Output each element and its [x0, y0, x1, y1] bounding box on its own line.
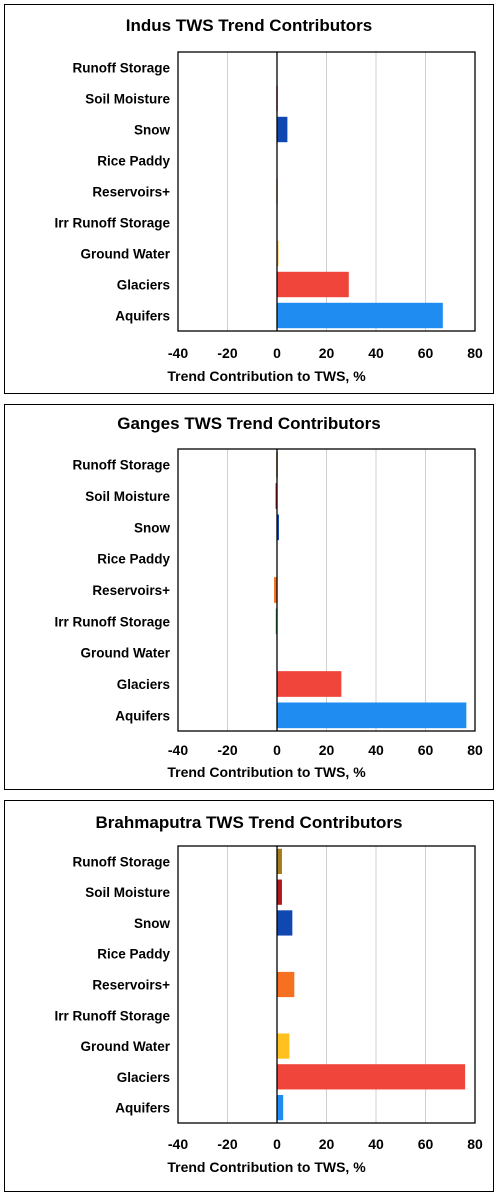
chart-0-category-label-runoff-storage: Runoff Storage	[73, 61, 171, 76]
ganges-chart-panel: Ganges TWS Trend Contributors Runoff Stor…	[4, 404, 494, 790]
chart-2-tick-label: 60	[418, 1136, 434, 1152]
chart-1-category-label-snow: Snow	[134, 520, 170, 535]
chart-1-category-label-ground-water: Ground Water	[81, 646, 171, 661]
chart-1-category-label-soil-moisture: Soil Moisture	[85, 489, 170, 504]
chart-0-tick-label: 60	[418, 345, 434, 361]
chart-1-bar-glaciers	[277, 671, 342, 697]
chart-2-bar-glaciers	[277, 1064, 466, 1090]
chart-0-tick-label: -20	[217, 345, 237, 361]
chart-2-tick-label: 0	[273, 1136, 281, 1152]
chart-0-category-label-snow: Snow	[134, 123, 170, 138]
chart-0-category-label-reservoirs: Reservoirs+	[92, 185, 170, 200]
chart-1-tick-label: 20	[319, 742, 335, 758]
chart-1-category-label-irr-runoff-storage: Irr Runoff Storage	[54, 614, 170, 629]
chart-2-bar-reservoirs	[277, 971, 295, 998]
chart-0-category-label-aquifers: Aquifers	[115, 309, 170, 324]
chart-2-title: Brahmaputra TWS Trend Contributors	[96, 813, 403, 832]
brahmaputra-chart-svg: Brahmaputra TWS Trend Contributors Runoff…	[54, 813, 483, 1175]
chart-1-tick-label: -40	[168, 742, 188, 758]
chart-0-tick-label: 0	[273, 345, 281, 361]
chart-2-category-label-runoff-storage: Runoff Storage	[73, 854, 171, 869]
chart-1-category-label-runoff-storage: Runoff Storage	[73, 458, 171, 473]
chart-2-tick-label: 40	[368, 1136, 384, 1152]
chart-2-category-label-rice-paddy: Rice Paddy	[97, 947, 170, 962]
chart-1-tick-label: 80	[467, 742, 483, 758]
chart-0-x-axis-label: Trend Contribution to TWS, %	[167, 368, 366, 384]
chart-2-tick-label: -40	[168, 1136, 188, 1152]
chart-1-tick-label: 0	[273, 742, 281, 758]
chart-1-bar-aquifers	[277, 702, 467, 729]
chart-2-bar-soil-moisture	[277, 879, 282, 905]
chart-2-tick-label: 20	[319, 1136, 335, 1152]
ganges-chart-svg: Ganges TWS Trend Contributors Runoff Stor…	[54, 414, 483, 780]
chart-1-category-label-glaciers: Glaciers	[117, 677, 170, 692]
chart-1-bar-reservoirs	[274, 577, 277, 603]
chart-0-category-label-irr-runoff-storage: Irr Runoff Storage	[54, 216, 170, 231]
chart-1-tick-label: 40	[368, 742, 384, 758]
chart-2-plot-frame	[177, 845, 476, 1124]
chart-2-category-label-ground-water: Ground Water	[81, 1039, 171, 1054]
chart-2-bar-ground-water	[277, 1033, 290, 1059]
chart-2-category-label-glaciers: Glaciers	[117, 1070, 170, 1085]
chart-0-category-label-rice-paddy: Rice Paddy	[97, 154, 170, 169]
chart-0-tick-label: 80	[467, 345, 483, 361]
indus-chart-svg: Indus TWS Trend Contributors Runoff Stora…	[54, 16, 483, 384]
chart-0-tick-label: -40	[168, 345, 188, 361]
chart-0-plot-frame	[177, 51, 476, 332]
chart-0-tick-label: 20	[319, 345, 335, 361]
indus-chart-panel: Indus TWS Trend Contributors Runoff Stora…	[4, 4, 494, 394]
chart-2-category-label-snow: Snow	[134, 916, 170, 931]
chart-2-tick-label: 80	[467, 1136, 483, 1152]
chart-2-tick-label: -20	[217, 1136, 237, 1152]
chart-1-bar-soil-moisture	[275, 483, 278, 509]
chart-2-category-label-irr-runoff-storage: Irr Runoff Storage	[54, 1008, 170, 1023]
chart-0-bar-ground-water	[277, 240, 279, 267]
chart-2-bar-aquifers	[277, 1094, 284, 1121]
chart-0-category-label-ground-water: Ground Water	[81, 247, 171, 262]
chart-0-bar-aquifers	[277, 302, 443, 329]
chart-0-tick-label: 40	[368, 345, 384, 361]
chart-1-x-axis-label: Trend Contribution to TWS, %	[167, 764, 366, 780]
chart-1-tick-label: -20	[217, 742, 237, 758]
chart-1-tick-label: 60	[418, 742, 434, 758]
chart-0-title: Indus TWS Trend Contributors	[126, 16, 372, 35]
chart-1-title: Ganges TWS Trend Contributors	[117, 414, 381, 433]
chart-0-category-label-glaciers: Glaciers	[117, 278, 170, 293]
chart-2-category-label-aquifers: Aquifers	[115, 1101, 170, 1116]
chart-0-bar-glaciers	[277, 271, 349, 298]
chart-2-category-label-reservoirs: Reservoirs+	[92, 978, 170, 993]
chart-2-bar-snow	[277, 910, 293, 936]
chart-2-category-label-soil-moisture: Soil Moisture	[85, 885, 170, 900]
chart-2-x-axis-label: Trend Contribution to TWS, %	[167, 1159, 366, 1175]
chart-1-category-label-reservoirs: Reservoirs+	[92, 583, 170, 598]
chart-1-category-label-aquifers: Aquifers	[115, 708, 170, 723]
chart-0-bar-snow	[277, 116, 288, 143]
chart-1-bar-snow	[277, 514, 279, 541]
chart-0-category-label-soil-moisture: Soil Moisture	[85, 92, 170, 107]
chart-1-category-label-rice-paddy: Rice Paddy	[97, 552, 170, 567]
chart-1-plot-frame	[177, 448, 476, 732]
chart-2-bar-runoff-storage	[277, 848, 282, 875]
brahmaputra-chart-panel: Brahmaputra TWS Trend Contributors Runoff…	[4, 800, 494, 1192]
